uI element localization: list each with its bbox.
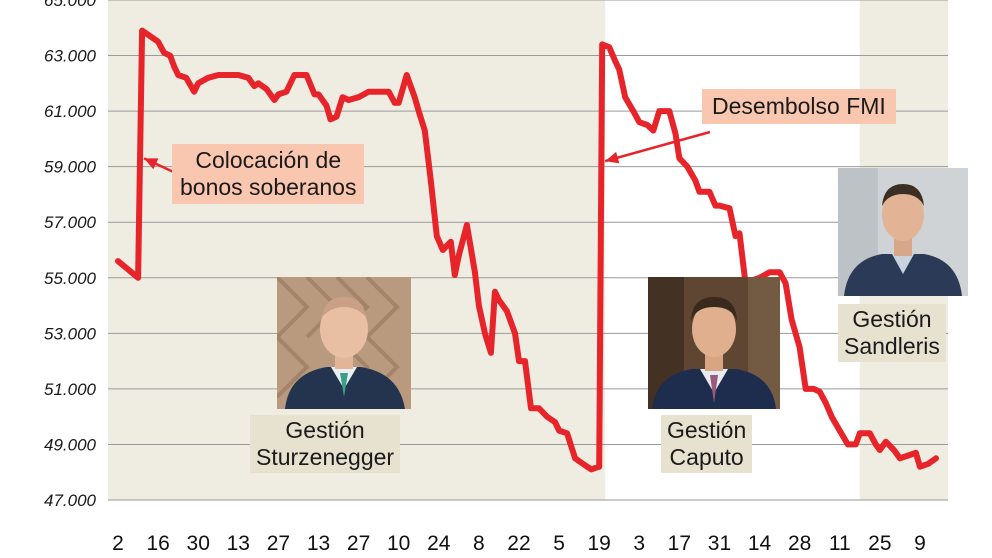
x-axis-ticks: 2 16 30 13 27 13 27 10 24 8 22 5 19 3 17 31 14 28 11 25 9	[112, 532, 926, 555]
x-tick-label-4: 27	[267, 532, 290, 555]
series-line	[115, 27, 939, 473]
x-tick-label-13: 3	[633, 532, 645, 555]
annotation-arrow-head-1	[605, 151, 620, 164]
annotation-bonos-line-1: Colocación de	[195, 147, 342, 173]
annotation-bonos: Colocación de bonos soberanos	[172, 144, 365, 204]
x-tick-label-17: 28	[788, 532, 811, 555]
y-tick-label-1: 49.000	[44, 435, 97, 454]
portrait-caputo	[648, 277, 780, 409]
label-sandleris-line-1: Gestión	[852, 306, 932, 332]
y-tick-label-3: 53.000	[44, 324, 97, 343]
x-tick-label-15: 31	[708, 532, 731, 555]
x-tick-label-0: 2	[112, 532, 124, 555]
label-sturzenegger-line-1: Gestión	[285, 417, 365, 443]
annotation-fmi: Desembolso FMI	[702, 89, 896, 124]
label-sandleris: Gestión Sandleris	[838, 304, 946, 362]
y-tick-label-5: 57.000	[44, 213, 97, 232]
y-tick-label-2: 51.000	[44, 380, 97, 399]
x-tick-label-6: 27	[347, 532, 370, 555]
x-tick-label-19: 25	[868, 532, 891, 555]
label-caputo: Gestión Caputo	[661, 415, 753, 473]
y-tick-label-8: 63.000	[44, 47, 97, 66]
label-caputo-line-2: Caputo	[669, 444, 744, 470]
y-tick-label-4: 55.000	[44, 269, 97, 288]
portrait-sturzenegger	[277, 277, 411, 409]
x-tick-label-18: 11	[829, 532, 851, 555]
x-tick-label-16: 14	[748, 532, 772, 555]
y-tick-label-7: 61.000	[44, 102, 97, 121]
x-tick-label-10: 22	[507, 532, 530, 555]
annotation-bonos-line-2: bonos soberanos	[180, 174, 357, 200]
y-axis-ticks: 47.000 49.000 51.000 53.000 55.000 57.000 59.0…	[44, 0, 97, 510]
x-tick-label-2: 30	[187, 532, 210, 555]
x-tick-label-12: 19	[587, 532, 610, 555]
y-tick-label-0: 47.000	[44, 491, 97, 510]
portrait-sandleris	[838, 168, 968, 296]
x-tick-label-20: 9	[914, 532, 926, 555]
x-tick-label-11: 5	[553, 532, 565, 555]
x-tick-label-8: 24	[427, 532, 451, 555]
annotation-arrow-line-1	[604, 130, 711, 163]
x-tick-label-14: 17	[668, 532, 691, 555]
x-tick-label-1: 16	[146, 532, 169, 555]
x-tick-label-5: 13	[307, 532, 330, 555]
y-tick-label-6: 59.000	[44, 158, 97, 177]
x-tick-label-7: 10	[387, 532, 410, 555]
annotation-arrow-head-0	[144, 158, 159, 170]
annotation-fmi-line-1: Desembolso FMI	[712, 93, 886, 119]
label-sturzenegger-line-2: Sturzenegger	[256, 444, 395, 470]
label-caputo-line-1: Gestión	[667, 417, 747, 443]
x-tick-label-3: 13	[227, 532, 250, 555]
label-sturzenegger: Gestión Sturzenegger	[250, 415, 401, 473]
y-tick-label-9: 65.000	[44, 0, 97, 10]
label-sandleris-line-2: Sandleris	[844, 333, 940, 359]
x-tick-label-9: 8	[473, 532, 485, 555]
